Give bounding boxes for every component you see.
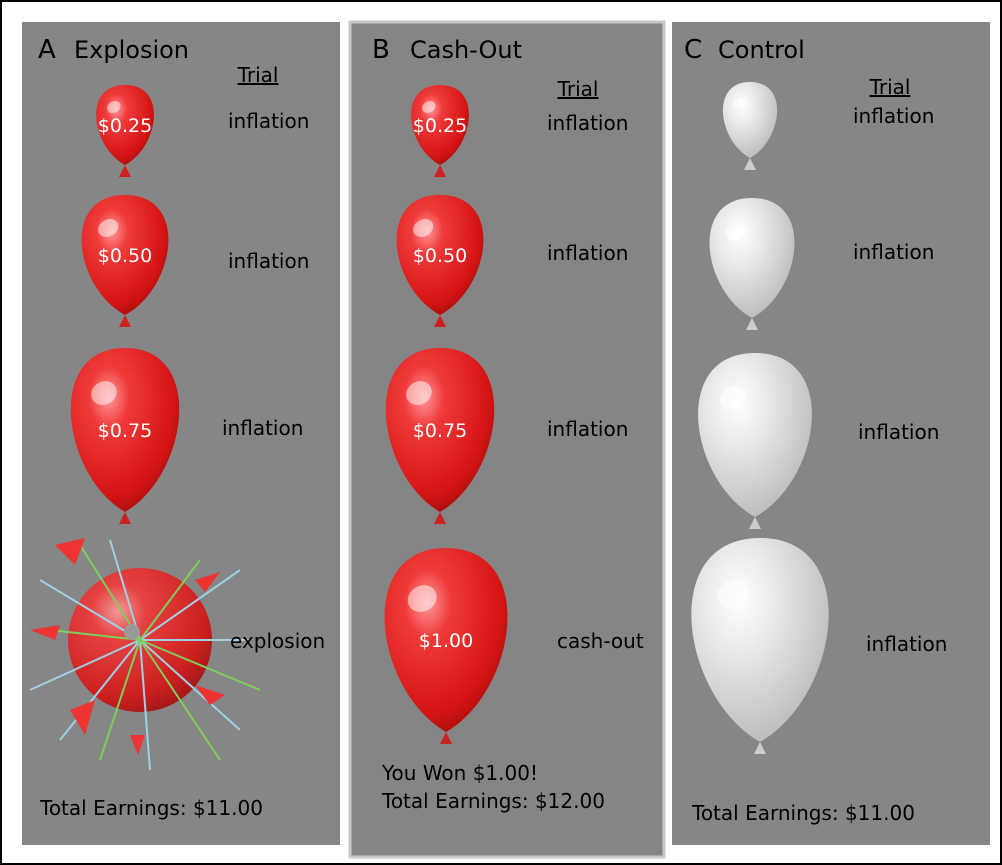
balloon-amount: $0.50 xyxy=(98,245,152,267)
balloon-highlight xyxy=(717,579,750,610)
balloon-knot xyxy=(434,512,446,524)
balloon-highlight xyxy=(98,219,119,237)
balloon-amount: $0.50 xyxy=(413,245,467,267)
balloon-highlight xyxy=(719,385,747,411)
panel-letter: B xyxy=(372,35,390,65)
balloon-highlight xyxy=(91,381,117,406)
balloon-knot xyxy=(119,315,131,327)
trial-action: inflation xyxy=(547,417,628,441)
trial-action: inflation xyxy=(547,111,628,135)
balloon-highlight xyxy=(406,381,432,406)
balloon-amount: $0.25 xyxy=(98,115,152,137)
trial-action: inflation xyxy=(853,104,934,128)
balloon-knot xyxy=(434,165,446,177)
panel-letter: C xyxy=(684,35,702,65)
balloon-knot xyxy=(434,315,446,327)
trial-action: inflation xyxy=(853,240,934,264)
balloon-highlight xyxy=(407,585,437,613)
panel-title: Control xyxy=(718,36,805,64)
trial-heading: Trial xyxy=(869,75,911,99)
panel-letter: A xyxy=(38,35,56,65)
trial-action: inflation xyxy=(866,632,947,656)
balloon-highlight xyxy=(422,101,436,113)
trial-action: cash-out xyxy=(557,629,644,653)
footer-text: Total Earnings: $11.00 xyxy=(691,801,915,825)
footer-text: You Won $1.00! xyxy=(381,761,538,785)
balloon-knot xyxy=(119,165,131,177)
trial-action: inflation xyxy=(858,420,939,444)
trial-action: inflation xyxy=(222,416,303,440)
balloon-knot xyxy=(754,742,766,754)
balloon-knot xyxy=(440,732,452,744)
trial-heading: Trial xyxy=(557,77,599,101)
balloon-knot xyxy=(749,517,761,529)
trial-action: explosion xyxy=(230,629,325,653)
footer-text: Total Earnings: $11.00 xyxy=(39,796,263,820)
trial-action: inflation xyxy=(547,241,628,265)
balloon-amount: $0.75 xyxy=(413,420,467,442)
balloon-highlight xyxy=(413,219,434,237)
balloon-highlight xyxy=(725,222,746,240)
balloon-amount: $0.25 xyxy=(413,115,467,137)
panel-title: Cash-Out xyxy=(410,36,522,64)
balloon-highlight xyxy=(733,97,746,109)
balloon-highlight xyxy=(107,101,121,113)
footer-text: Total Earnings: $12.00 xyxy=(381,789,605,813)
balloon-amount: $1.00 xyxy=(419,630,473,652)
panel-title: Explosion xyxy=(74,36,189,64)
trial-action: inflation xyxy=(228,109,309,133)
balloon-knot xyxy=(746,318,758,330)
balloon-knot xyxy=(119,512,131,524)
explosion xyxy=(29,538,261,771)
balloon-knot xyxy=(744,158,756,170)
trial-heading: Trial xyxy=(237,63,279,87)
trial-action: inflation xyxy=(228,249,309,273)
balloon-amount: $0.75 xyxy=(98,420,152,442)
